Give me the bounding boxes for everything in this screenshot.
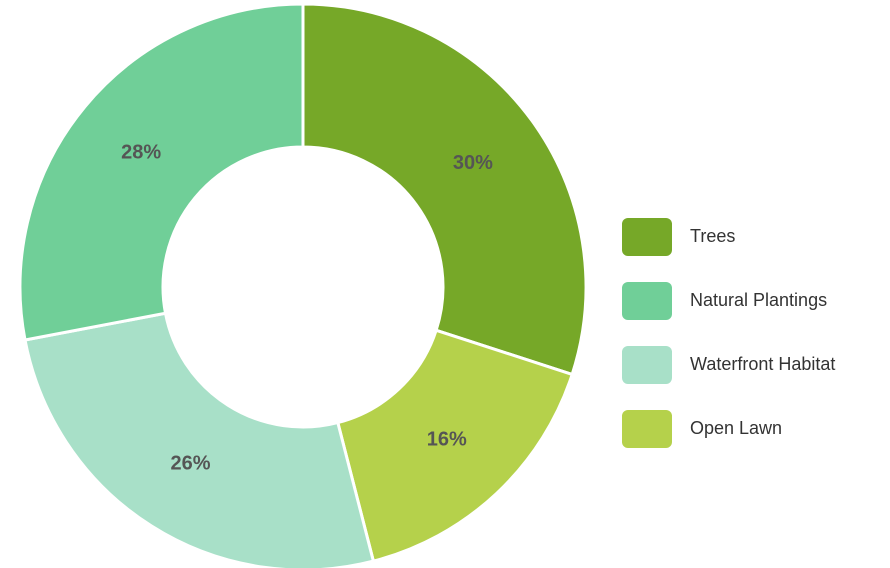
slice-label: 28% <box>121 141 161 163</box>
slice-label: 30% <box>453 152 493 174</box>
donut-slice <box>335 328 575 563</box>
slice-label: 26% <box>170 453 210 475</box>
legend-label: Natural Plantings <box>690 290 827 310</box>
legend-label: Trees <box>690 226 735 246</box>
legend-swatch <box>622 410 672 448</box>
legend-swatch <box>622 346 672 384</box>
legend-swatch <box>622 218 672 256</box>
donut-slice <box>23 311 376 568</box>
donut-slice <box>18 2 305 342</box>
donut-slice <box>301 2 588 377</box>
legend-label: Waterfront Habitat <box>690 354 835 374</box>
slice-label: 16% <box>427 428 467 450</box>
legend-swatch <box>622 282 672 320</box>
legend-label: Open Lawn <box>690 418 782 438</box>
